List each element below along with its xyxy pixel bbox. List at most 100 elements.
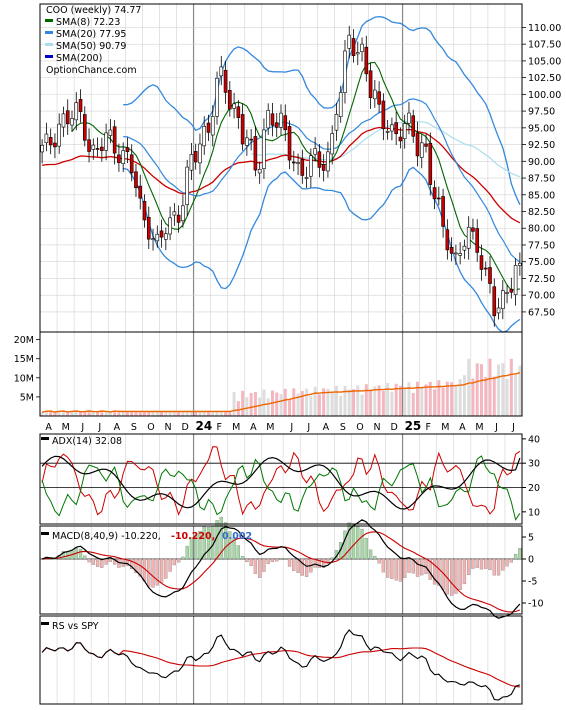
- minus-di-line: [41, 455, 521, 521]
- volume-bar: [143, 411, 146, 416]
- volume-tick-label: 5M: [20, 392, 34, 403]
- macd-histogram-bar: [232, 537, 236, 560]
- candle-body: [313, 148, 317, 155]
- candle-body: [445, 229, 450, 251]
- candle-body: [151, 238, 155, 240]
- macd-histogram-bar: [292, 558, 296, 571]
- candle-body: [108, 129, 113, 136]
- candle-body: [364, 46, 369, 75]
- volume-bar: [317, 394, 321, 416]
- volume-bar: [189, 411, 193, 416]
- candle-body: [262, 129, 266, 169]
- candle-body: [355, 52, 360, 55]
- macd-histogram-bar: [322, 558, 326, 568]
- volume-bar: [296, 393, 300, 416]
- volume-bar: [61, 411, 65, 416]
- price-tick-label: 82.50: [528, 207, 555, 218]
- x-axis-label: J: [289, 422, 293, 433]
- candle-body: [394, 122, 398, 135]
- macd-legend: MACD(8,40,9) -10.220,: [52, 531, 161, 542]
- macd-histogram-bar: [415, 558, 420, 577]
- macd-histogram-bar: [249, 558, 253, 566]
- macd-histogram-bar: [159, 558, 164, 583]
- price-tick-label: 100.00: [528, 90, 561, 101]
- volume-bar: [458, 379, 462, 416]
- macd-histogram-bar: [505, 558, 509, 567]
- candle-body: [466, 226, 471, 249]
- volume-bar: [104, 411, 108, 416]
- candle-body: [274, 122, 279, 128]
- macd-histogram-bar: [100, 558, 104, 568]
- price-legend-entry: SMA(200): [56, 53, 102, 64]
- volume-bar: [194, 411, 198, 416]
- macd-histogram-bar: [432, 558, 437, 585]
- macd-histogram-bar: [390, 558, 394, 579]
- macd-histogram-bar: [91, 558, 95, 565]
- candle-body: [321, 164, 326, 171]
- volume-bar: [113, 411, 117, 416]
- legend-swatch: [45, 31, 53, 34]
- adx-tick-label: 10: [528, 507, 540, 518]
- candle-body: [249, 138, 253, 141]
- candle-body: [219, 66, 224, 77]
- candle-body: [377, 91, 381, 105]
- volume-bar: [300, 391, 304, 416]
- macd-histogram-bar: [364, 537, 368, 560]
- macd-histogram-bar: [462, 558, 467, 585]
- price-tick-label: 92.50: [528, 140, 555, 151]
- volume-bar: [147, 412, 151, 416]
- macd-tick-label: -10: [528, 599, 544, 610]
- volume-bar: [381, 390, 385, 416]
- candle-body: [257, 169, 262, 174]
- candle-body: [326, 151, 330, 172]
- volume-bar: [49, 411, 53, 416]
- macd-line: [41, 519, 521, 619]
- candle-body: [78, 99, 83, 112]
- volume-bar: [501, 363, 505, 416]
- volume-bar: [492, 376, 496, 416]
- macd-histogram-bar: [164, 558, 168, 579]
- x-axis-label: M: [232, 422, 240, 433]
- macd-histogram-bar: [509, 558, 513, 563]
- volume-bar: [262, 389, 266, 416]
- volume-bar: [373, 386, 377, 416]
- volume-bar: [509, 358, 513, 416]
- volume-bar: [403, 387, 407, 416]
- macd-histogram-bar: [168, 558, 172, 572]
- macd-histogram-bar: [300, 558, 304, 576]
- macd-histogram-bar: [95, 558, 100, 567]
- macd-histogram-bar: [449, 558, 454, 596]
- price-panel-bg: [40, 4, 522, 332]
- macd-histogram-bar: [492, 558, 496, 576]
- candle-body: [338, 92, 343, 117]
- volume-bar: [322, 388, 326, 416]
- adx-legend: ADX(14) 32.08: [52, 436, 122, 447]
- macd-histogram-bar: [236, 545, 240, 560]
- macd-histogram-bar: [61, 551, 66, 560]
- macd-histogram-bar: [488, 558, 492, 571]
- candle-body: [479, 255, 484, 270]
- macd-histogram-bar: [258, 558, 262, 578]
- volume-bar: [181, 411, 185, 416]
- volume-bar: [40, 412, 44, 416]
- macd-histogram-bar: [411, 558, 415, 574]
- macd-value-blue: 0.002: [222, 531, 252, 542]
- volume-bar: [505, 378, 509, 416]
- candle-body: [296, 162, 300, 164]
- candle-body: [300, 159, 305, 176]
- x-axis-label: A: [459, 422, 466, 433]
- macd-histogram-bar: [104, 558, 108, 565]
- x-axis-label: D: [390, 422, 397, 433]
- macd-histogram-bar: [343, 530, 347, 560]
- candle-body: [505, 292, 509, 294]
- volume-bar: [232, 392, 236, 416]
- price-tick-label: 80.00: [528, 224, 555, 235]
- x-axis-label: M: [62, 422, 70, 433]
- candle-body: [360, 43, 364, 52]
- price-tick-label: 72.50: [528, 274, 555, 285]
- macd-histogram-bar: [513, 553, 518, 560]
- candle-body: [138, 185, 143, 199]
- x-axis-label: A: [323, 422, 330, 433]
- volume-bar: [202, 411, 206, 416]
